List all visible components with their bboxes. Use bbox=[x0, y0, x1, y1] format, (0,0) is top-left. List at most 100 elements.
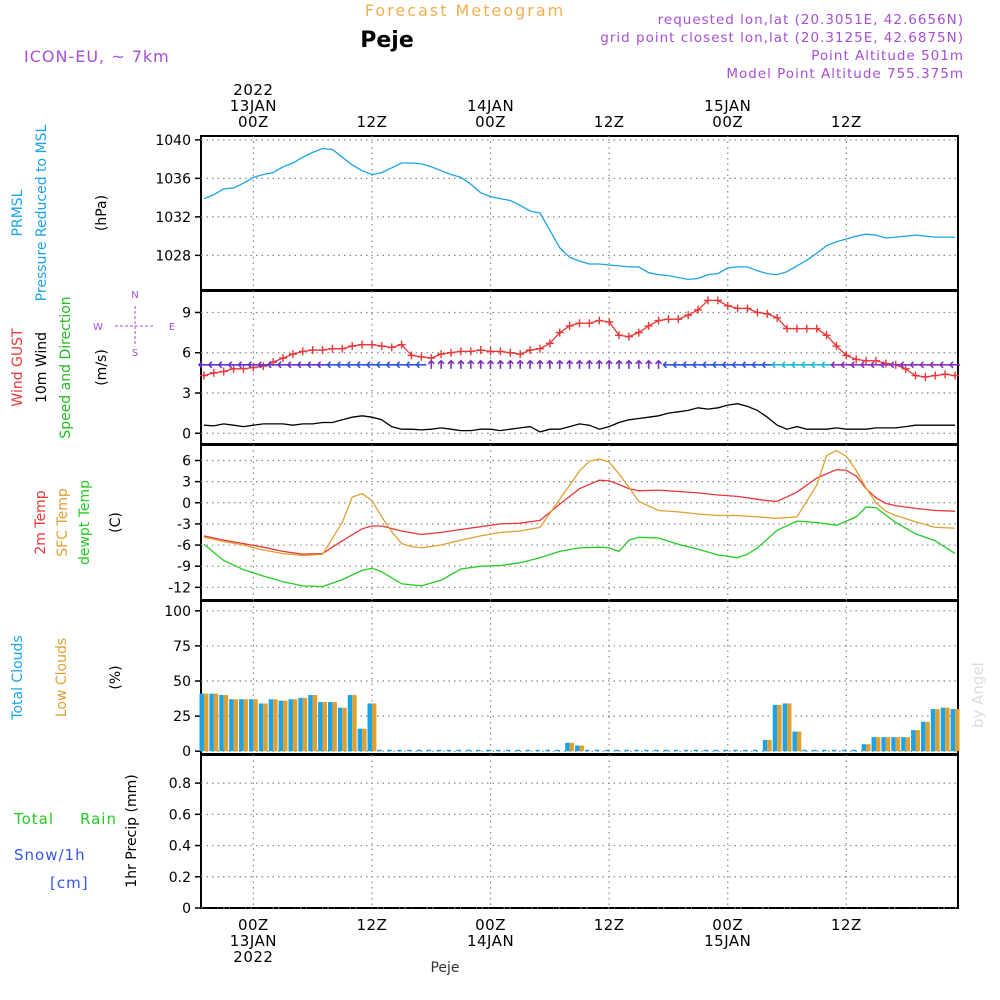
snow-unit-legend: [cm] bbox=[50, 874, 89, 892]
gust-point bbox=[466, 347, 475, 356]
gust-point bbox=[199, 371, 208, 380]
total-cloud-bar bbox=[239, 699, 244, 752]
wind-direction-arrow bbox=[889, 361, 901, 369]
gust-point bbox=[822, 331, 831, 340]
footer-location: Peje bbox=[430, 960, 459, 976]
wind-direction-arrow bbox=[761, 361, 773, 369]
low-cloud-bar bbox=[955, 709, 960, 752]
total-cloud-bar bbox=[901, 737, 906, 752]
total-cloud-bar bbox=[397, 749, 402, 752]
wind-direction-arrow bbox=[405, 361, 417, 369]
low-cloud-bar bbox=[233, 699, 239, 752]
gust-point bbox=[516, 350, 525, 359]
time-label: 15JAN bbox=[704, 932, 751, 950]
gust-point bbox=[852, 355, 861, 364]
low-cloud-bar bbox=[875, 737, 881, 752]
low-cloud-bar bbox=[885, 737, 891, 752]
wind-direction-arrow bbox=[496, 359, 505, 369]
gust-point bbox=[377, 342, 386, 351]
total-cloud-bar bbox=[624, 749, 629, 752]
wind-direction-arrow bbox=[506, 359, 514, 369]
gust-point bbox=[684, 311, 693, 320]
total-cloud-bar bbox=[891, 737, 896, 752]
total-cloud-bar bbox=[308, 695, 313, 752]
gust-point bbox=[308, 346, 317, 355]
wind-direction-arrow bbox=[197, 361, 209, 369]
total-cloud-bar bbox=[555, 749, 560, 752]
gust-point bbox=[565, 321, 574, 330]
gust-point bbox=[209, 368, 218, 377]
low-cloud-bar bbox=[342, 707, 347, 752]
wind-direction-arrow bbox=[662, 361, 674, 369]
total-cloud-bar bbox=[950, 709, 956, 752]
total-cloud-bar bbox=[565, 742, 570, 752]
gust-point bbox=[506, 348, 515, 357]
ytick-label: 9 bbox=[182, 305, 191, 321]
total-cloud-bar bbox=[476, 749, 481, 752]
gust-point bbox=[792, 324, 801, 333]
ytick-label: 1028 bbox=[155, 248, 191, 264]
wind-direction-arrow bbox=[731, 361, 743, 369]
wind-axis-label: 10m Wind bbox=[34, 332, 50, 403]
ytick-label: 100 bbox=[164, 604, 191, 620]
panel-pressure: 1028 1032 1036 1040 PRMSL Pressure Reduced to… bbox=[10, 124, 959, 301]
time-label: 2022 bbox=[233, 81, 273, 99]
low-cloud-bar bbox=[352, 695, 357, 752]
total-cloud-bar bbox=[841, 749, 847, 752]
gust-point bbox=[644, 321, 653, 330]
total-cloud-bar bbox=[199, 693, 204, 752]
wind-direction-arrow bbox=[899, 361, 911, 369]
gust-point bbox=[605, 317, 614, 326]
wind-direction-arrow bbox=[869, 361, 881, 369]
temperature-axis-label: dewpt Temp bbox=[77, 480, 93, 565]
gust-point bbox=[634, 328, 643, 337]
low-cloud-bar bbox=[243, 699, 248, 752]
time-label: 13JAN bbox=[230, 932, 277, 950]
wind-direction-arrow bbox=[879, 361, 891, 369]
gust-point bbox=[753, 308, 762, 317]
panel-precip: 0 0.2 0.4 0.6 0.8 Total Rain Snow/1h [cm] 1hr Pre… bbox=[13, 754, 959, 917]
gust-point bbox=[743, 304, 752, 313]
ytick-label: 3 bbox=[182, 475, 191, 491]
time-label: 00Z bbox=[712, 113, 743, 131]
gust-point bbox=[802, 324, 811, 333]
compass-n: N bbox=[131, 290, 138, 301]
panel-temperature: -12 -9 -6 -3 0 3 6 2m Temp SFC Temp dewpt Temp (C) bbox=[33, 444, 959, 601]
ytick-label: 1032 bbox=[155, 210, 191, 226]
total-cloud-bar bbox=[288, 699, 293, 752]
ytick-label: 25 bbox=[173, 709, 191, 725]
wind-direction-arrow bbox=[385, 361, 397, 369]
pressure-axis-label: Pressure Reduced to MSL bbox=[34, 124, 50, 301]
total-cloud-bar bbox=[436, 749, 442, 752]
total-cloud-bar bbox=[752, 749, 758, 752]
total-cloud-bar bbox=[575, 745, 580, 752]
precip-axis-label: 1hr Precip (mm) bbox=[124, 774, 140, 887]
total-cloud-bar bbox=[911, 730, 916, 752]
time-label: 00Z bbox=[238, 916, 269, 934]
total-cloud-bar bbox=[851, 749, 857, 752]
wind-direction-arrow bbox=[375, 361, 387, 369]
gust-point bbox=[723, 301, 732, 310]
low-cloud-bar bbox=[362, 728, 367, 752]
wind-direction-arrow bbox=[810, 361, 822, 369]
wind-direction-arrow bbox=[585, 359, 593, 369]
temperature-axis-label: 2m Temp bbox=[33, 490, 49, 554]
gust-point bbox=[783, 324, 792, 333]
wind-direction-arrow bbox=[721, 361, 733, 369]
wind-direction-arrow bbox=[800, 361, 812, 369]
ytick-label: -12 bbox=[168, 580, 191, 596]
time-label: 14JAN bbox=[467, 932, 514, 950]
gust-point bbox=[595, 316, 604, 325]
wind-direction-arrow bbox=[467, 359, 475, 369]
precip-frame bbox=[200, 754, 959, 909]
gust-point bbox=[229, 364, 238, 373]
time-label: 00Z bbox=[475, 113, 506, 131]
low-cloud-bar bbox=[935, 709, 940, 752]
credit-label: by Angel bbox=[969, 662, 987, 728]
wind-direction-arrow bbox=[751, 361, 763, 369]
low-cloud-bar bbox=[371, 703, 377, 752]
gust-point bbox=[951, 371, 960, 380]
wind-axis-label: (m/s) bbox=[94, 349, 110, 386]
gust-point bbox=[901, 364, 910, 373]
